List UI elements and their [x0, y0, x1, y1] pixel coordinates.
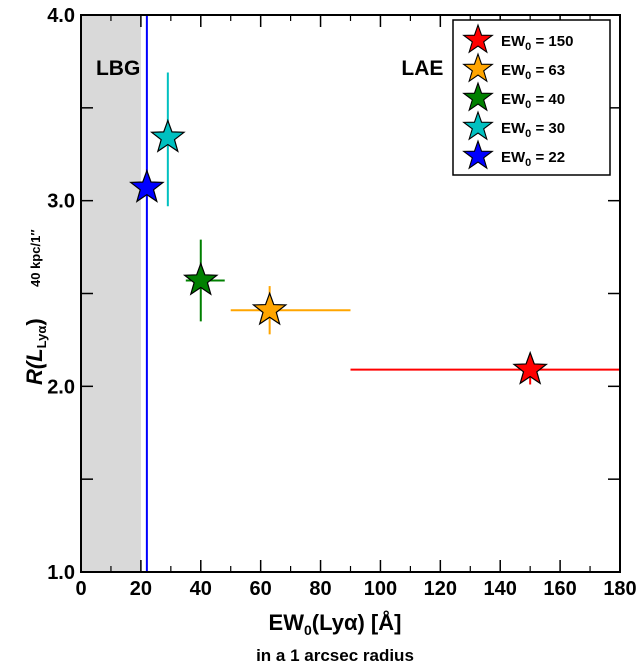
- y-axis-title-italic: L: [22, 348, 47, 361]
- data-point-40: [182, 239, 225, 322]
- legend-star-icon: [462, 23, 494, 54]
- y-tick-label: 1.0: [47, 562, 75, 584]
- x-tick-label: 20: [130, 578, 152, 600]
- x-tick-label: 40: [190, 578, 212, 600]
- data-point-63: [230, 286, 351, 335]
- legend-star-icon: [462, 110, 494, 141]
- legend-label: EW0 = 63: [501, 62, 565, 82]
- star-marker: [251, 291, 288, 326]
- y-axis-title: R(LLyα): [22, 318, 49, 385]
- legend-label-tail: = 22: [531, 149, 565, 166]
- region-label-lbg: LBG: [96, 57, 140, 80]
- y-axis-title-close: ): [22, 318, 47, 325]
- y-axis-subscript: 40 kpc/1″: [28, 229, 43, 287]
- region-label-lae: LAE: [401, 57, 443, 80]
- x-tick-label: 60: [250, 578, 272, 600]
- legend-label-sub: 0: [525, 70, 531, 82]
- legend-label-sub: 0: [525, 128, 531, 140]
- star-marker: [512, 350, 549, 385]
- x-tick-label: 100: [364, 578, 397, 600]
- x-tick-label: 80: [309, 578, 331, 600]
- data-point-29: [149, 72, 186, 207]
- y-tick-label: 2.0: [47, 376, 75, 398]
- legend-label-main: EW: [501, 120, 526, 137]
- legend-label-main: EW: [501, 91, 526, 108]
- data-point-150: [350, 350, 620, 385]
- x-tick-label: 180: [603, 578, 636, 600]
- legend-label: EW0 = 150: [501, 33, 573, 53]
- star-marker: [182, 261, 219, 296]
- legend-label: EW0 = 22: [501, 149, 565, 169]
- legend-entry: EW0 = 40: [462, 81, 565, 112]
- legend-label-tail: = 40: [531, 91, 565, 108]
- x-axis-title: EW0(Lyα) [Å]: [269, 609, 402, 638]
- legend-label: EW0 = 40: [501, 91, 565, 111]
- star-marker: [149, 118, 186, 153]
- x-tick-label: 120: [424, 578, 457, 600]
- x-axis-note: in a 1 arcsec radius: [256, 646, 414, 665]
- x-axis-title-main: EW: [269, 610, 305, 635]
- legend-label-sub: 0: [525, 99, 531, 111]
- legend-label-main: EW: [501, 62, 526, 79]
- x-tick-label: 0: [75, 578, 86, 600]
- star-marker: [129, 168, 165, 203]
- legend-entry: EW0 = 63: [462, 52, 565, 83]
- legend-label-main: EW: [501, 33, 526, 50]
- legend-entry: EW0 = 22: [462, 139, 565, 170]
- legend-star-icon: [462, 52, 494, 83]
- legend-entry: EW0 = 150: [462, 23, 573, 54]
- legend-label: EW0 = 30: [501, 120, 565, 140]
- x-axis-title-sub: 0: [304, 622, 312, 638]
- legend-label-sub: 0: [525, 157, 531, 169]
- legend-label-sub: 0: [525, 41, 531, 53]
- y-axis-title-sub: Lyα: [34, 326, 49, 349]
- y-tick-label: 4.0: [47, 5, 75, 27]
- x-tick-label: 140: [484, 578, 517, 600]
- data-point-22: [129, 168, 165, 203]
- legend-star-icon: [462, 81, 494, 112]
- legend-label-main: EW: [501, 149, 526, 166]
- y-tick-label: 3.0: [47, 191, 75, 213]
- x-axis-title-tail: (Lyα) [Å]: [312, 609, 402, 635]
- legend-star-icon: [462, 139, 494, 170]
- legend-label-tail: = 30: [531, 120, 565, 137]
- legend-label-tail: = 63: [531, 62, 565, 79]
- axes: 0 20 40 60 80 100 120 140 160 180 1.0 2.0 3.0 4.0: [47, 5, 637, 600]
- legend-label-tail: = 150: [531, 33, 573, 50]
- legend-entry: EW0 = 30: [462, 110, 565, 141]
- x-tick-label: 160: [543, 578, 576, 600]
- y-axis-title-main: R(: [22, 359, 47, 385]
